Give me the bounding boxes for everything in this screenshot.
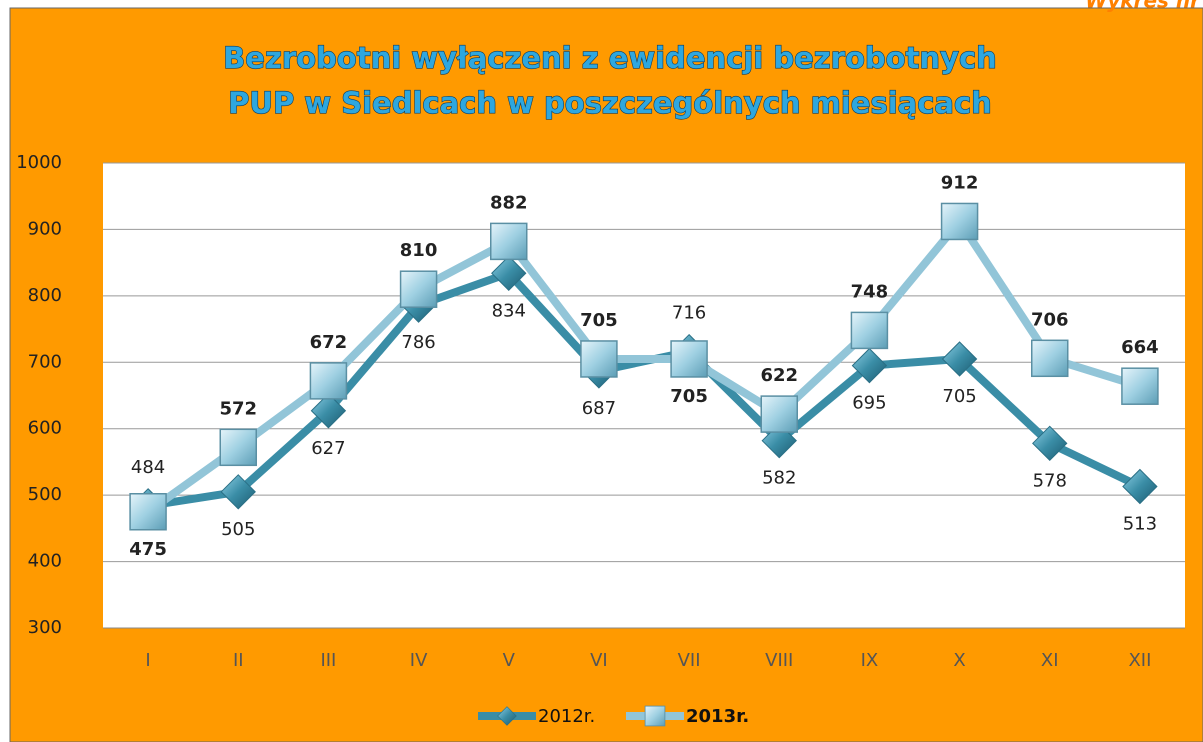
marker <box>644 705 666 727</box>
value-label: 810 <box>400 240 438 261</box>
y-tick-label: 500 <box>28 484 62 505</box>
y-tick-label: 400 <box>28 551 62 572</box>
marker <box>1031 339 1069 378</box>
value-label: 748 <box>851 281 889 302</box>
marker <box>309 362 348 400</box>
marker <box>1121 367 1159 405</box>
value-label: 484 <box>131 457 165 478</box>
value-label: 664 <box>1121 337 1159 358</box>
value-label: 705 <box>580 310 618 331</box>
value-label: 572 <box>219 398 257 419</box>
marker <box>129 493 167 531</box>
legend-label: 2012r. <box>538 706 595 727</box>
legend-label: 2013r. <box>686 706 749 727</box>
marker <box>1122 468 1158 505</box>
x-tick-label: IX <box>861 650 879 671</box>
value-label: 706 <box>1031 309 1069 330</box>
marker <box>670 340 708 378</box>
marker <box>851 347 888 384</box>
x-tick-label: VII <box>678 650 701 671</box>
marker <box>1032 425 1068 462</box>
marker <box>940 202 979 241</box>
y-tick-label: 300 <box>28 617 62 638</box>
value-label: 513 <box>1123 514 1157 535</box>
marker <box>941 341 978 377</box>
x-tick-label: VI <box>590 650 608 671</box>
annotation: Wykres nr <box>1085 0 1201 13</box>
value-label: 716 <box>672 303 706 324</box>
y-tick-label: 700 <box>28 351 62 372</box>
value-label: 882 <box>490 192 528 213</box>
value-label: 578 <box>1033 470 1067 491</box>
y-tick-label: 800 <box>28 285 62 306</box>
value-label: 475 <box>129 539 167 560</box>
marker <box>220 474 256 510</box>
value-label: 622 <box>760 365 798 386</box>
marker <box>219 428 257 467</box>
value-label: 687 <box>582 398 616 419</box>
x-tick-label: I <box>145 650 150 671</box>
marker <box>850 311 889 350</box>
value-label: 705 <box>670 386 708 407</box>
marker <box>761 422 797 459</box>
marker <box>760 395 798 433</box>
chart-title: PUP w Siedlcach w poszczególnych miesiąc… <box>228 86 992 120</box>
chart-title: Bezrobotni wyłączeni z ewidencji bezrobo… <box>223 41 997 75</box>
marker <box>490 222 528 261</box>
value-label: 786 <box>401 332 435 353</box>
y-tick-label: 1000 <box>16 152 62 173</box>
value-label: 505 <box>221 519 255 540</box>
marker <box>491 255 527 291</box>
plot-area <box>103 163 1185 628</box>
marker <box>399 270 438 308</box>
value-label: 834 <box>492 300 526 321</box>
marker <box>580 340 618 378</box>
x-tick-label: X <box>953 650 965 671</box>
x-tick-label: II <box>233 650 244 671</box>
x-tick-label: IV <box>410 650 428 671</box>
value-label: 705 <box>942 386 976 407</box>
value-label: 695 <box>852 393 886 414</box>
y-tick-label: 900 <box>28 218 62 239</box>
value-label: 627 <box>311 438 345 459</box>
value-label: 582 <box>762 468 796 489</box>
x-tick-label: XI <box>1041 650 1059 671</box>
marker <box>310 393 347 429</box>
x-tick-label: XII <box>1128 650 1151 671</box>
value-label: 672 <box>310 332 348 353</box>
x-tick-label: III <box>320 650 336 671</box>
x-tick-label: V <box>503 650 516 671</box>
y-tick-label: 600 <box>28 418 62 439</box>
marker <box>497 706 517 726</box>
x-tick-label: VIII <box>765 650 793 671</box>
value-label: 912 <box>941 172 979 193</box>
